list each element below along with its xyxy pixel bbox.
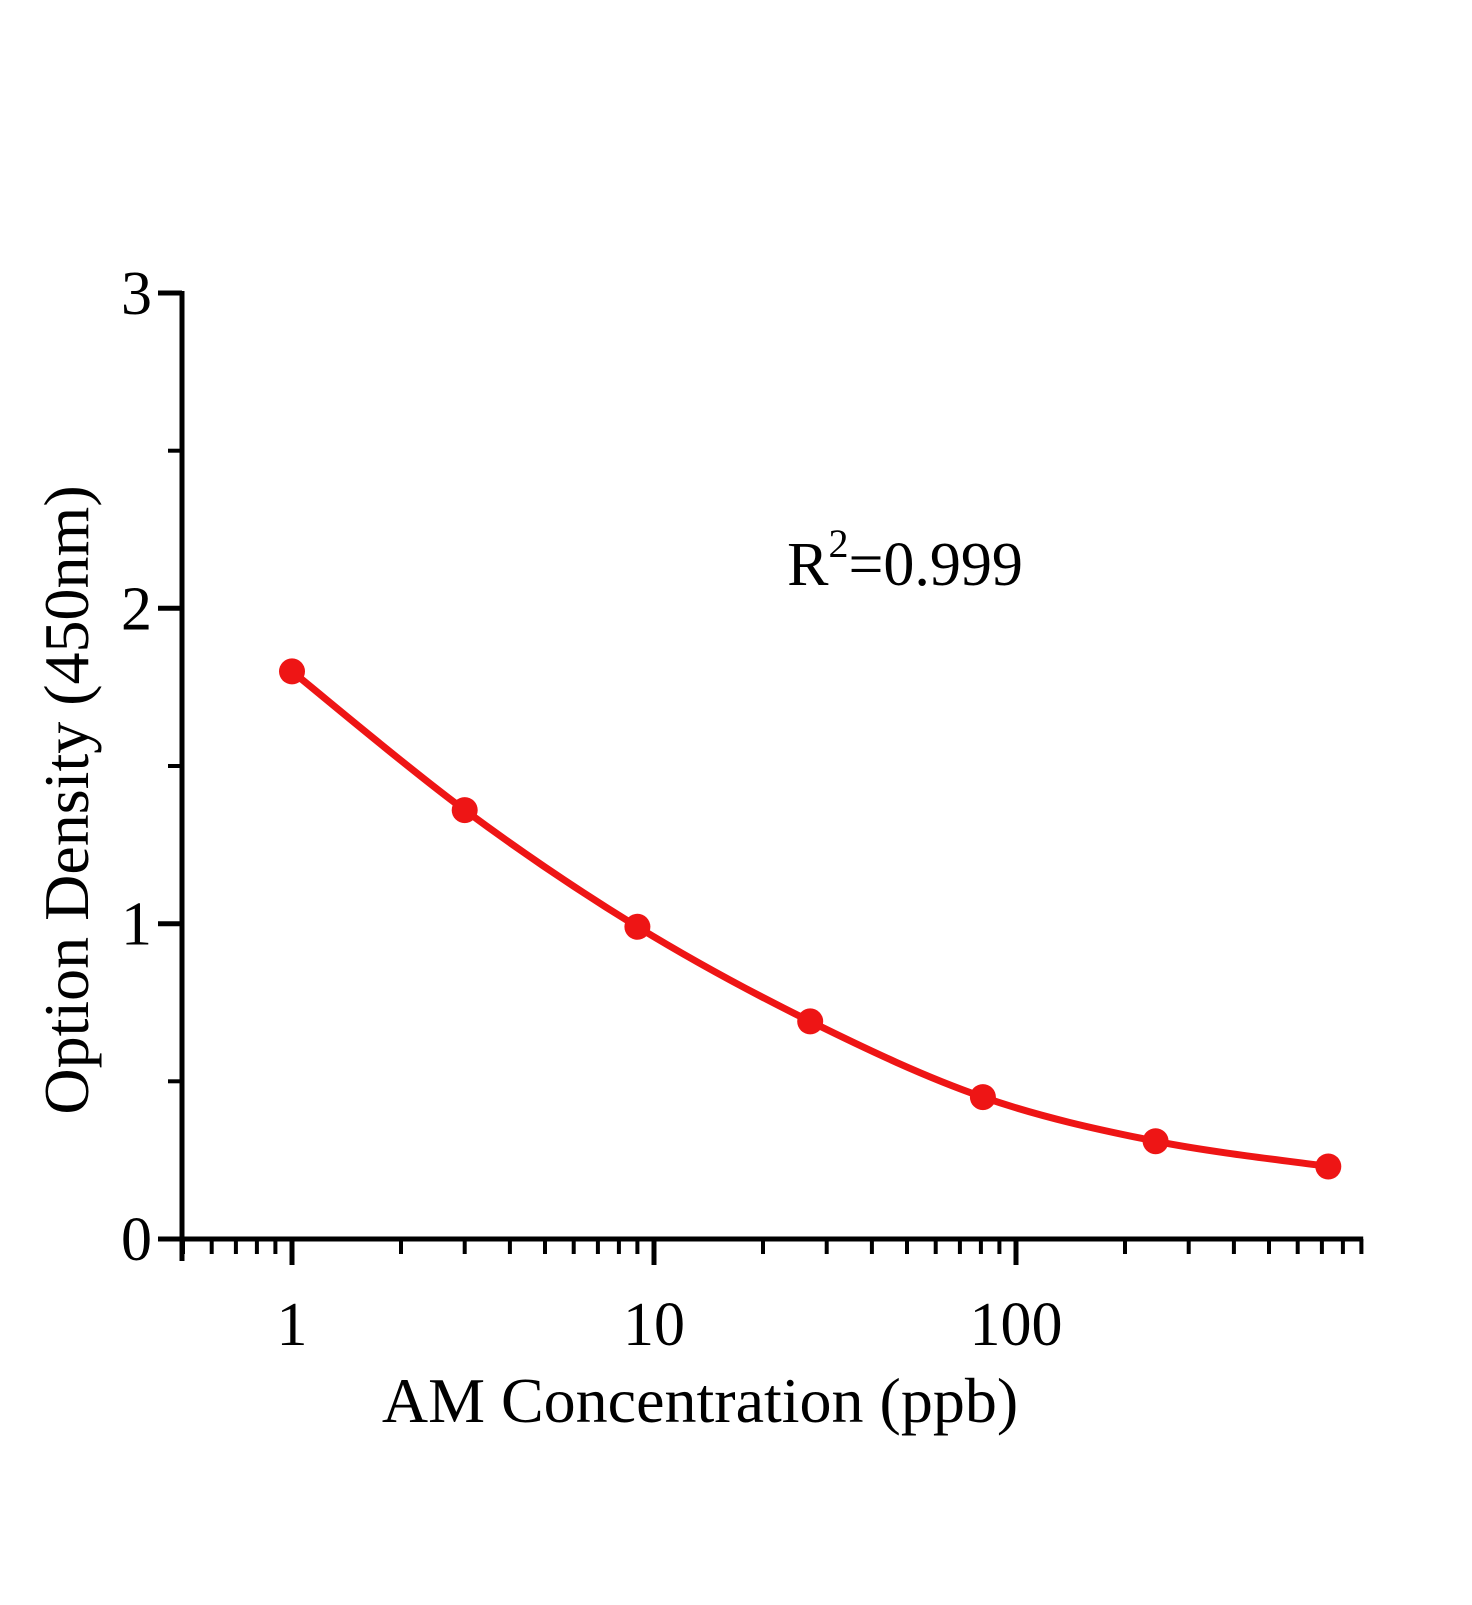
y-tick-label: 0 [121, 1206, 152, 1274]
x-tick-label: 10 [623, 1291, 685, 1359]
data-point-81ppb [969, 1084, 996, 1111]
data-point-729ppb [1315, 1153, 1342, 1180]
data-point-27ppb [797, 1008, 824, 1035]
data-point-3ppb [451, 797, 478, 824]
data-point-9ppb [624, 913, 651, 940]
x-tick-label: 1 [277, 1291, 308, 1359]
y-tick-label: 1 [121, 891, 152, 959]
r-squared-annotation: R2=0.999 [787, 521, 1023, 599]
y-axis-title: Option Density (450nm) [31, 485, 102, 1114]
data-point-243ppb [1142, 1128, 1169, 1155]
data-point-1ppb [279, 658, 305, 685]
y-tick-label: 3 [121, 260, 152, 328]
y-tick-label: 2 [121, 575, 152, 643]
x-tick-label: 100 [970, 1291, 1063, 1359]
x-axis-title: AM Concentration (ppb) [382, 1365, 1018, 1436]
